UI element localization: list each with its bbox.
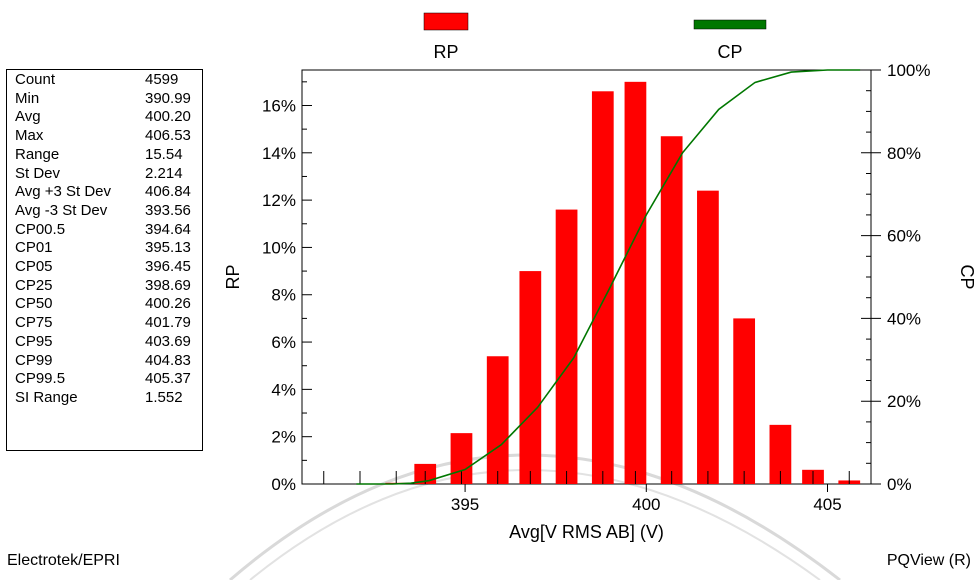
y-tick-label: 2% [271,428,296,447]
stat-value: 396.45 [145,258,191,276]
stat-value: 403.69 [145,332,191,350]
stat-label: CP00.5 [15,220,66,238]
y-tick-label: 10% [262,238,296,257]
stat-row: Avg -3 St Dev 393.56 [15,202,202,221]
stat-row: CP01 395.13 [15,239,202,258]
bar [660,136,683,485]
stat-label: CP75 [15,314,53,332]
stat-row: CP25 398.69 [15,277,202,296]
stat-label: CP05 [15,258,53,276]
stat-value: 393.56 [145,201,191,219]
stat-label: CP99 [15,351,53,369]
bar [555,209,578,484]
stat-row: CP50 400.26 [15,295,202,314]
stat-value: 390.99 [145,89,191,107]
legend-rp-swatch [423,12,469,31]
stat-value: 406.53 [145,127,191,145]
stat-label: CP01 [15,239,53,257]
y-tick-label: 14% [262,144,296,163]
x-tick-label: 395 [451,495,479,514]
y2-tick-label: 100% [887,61,930,80]
cp-line [356,69,861,485]
bar [697,190,719,484]
y2-tick-label: 20% [887,392,921,411]
stat-value: 2.214 [145,164,183,182]
stat-value: 400.26 [145,295,191,313]
footer-right-text: PQView (R) [886,552,971,569]
stat-row: Avg 400.20 [15,108,202,127]
stat-row: CP95 403.69 [15,333,202,352]
stat-label: Count [15,71,56,88]
x-axis-label: Avg[V RMS AB] (V) [509,522,664,542]
stat-label: Avg +3 St Dev [15,183,112,201]
y2-tick-label: 0% [887,475,912,494]
stat-row: SI Range 1.552 [15,389,202,408]
stat-row: Avg +3 St Dev 406.84 [15,183,202,202]
statistics-table: Count 4599 Min 390.99 Avg 400.20 Max 406.53 Rang… [6,69,203,451]
bar [769,424,792,484]
stat-label: SI Range [15,388,78,406]
stat-value: 394.64 [145,220,191,238]
legend-cp-label: CP [717,42,742,62]
stat-row: CP99.5 405.37 [15,370,202,389]
stat-row: CP99 404.83 [15,352,202,371]
y-axis-label: RP [223,264,243,289]
stat-label: Avg [15,108,41,126]
stat-value: 400.20 [145,108,191,126]
stat-label: Range [15,145,60,163]
stat-row: CP05 396.45 [15,258,202,277]
stat-label: CP50 [15,295,53,313]
bar [733,318,756,484]
y2-tick-label: 60% [887,227,921,246]
y-tick-label: 0% [271,475,296,494]
stat-value: 4599 [145,71,179,88]
stat-label: St Dev [15,164,61,182]
bar [624,81,647,484]
y2-axis-label: CP [957,264,977,289]
stat-value: 398.69 [145,276,191,294]
stat-label: CP95 [15,332,53,350]
bar [486,356,509,484]
bar [519,271,542,484]
stat-row: Count 4599 [15,71,202,90]
stat-row: Min 390.99 [15,90,202,109]
stat-value: 404.83 [145,351,191,369]
stat-label: Max [15,127,44,145]
legend-cp-swatch [693,19,767,30]
x-tick-label: 405 [813,495,841,514]
stat-value: 406.84 [145,183,191,201]
y-tick-label: 12% [262,191,296,210]
bar [591,91,614,484]
plot-frame [301,69,872,485]
y2-tick-label: 80% [887,144,921,163]
stat-row: Max 406.53 [15,127,202,146]
x-tick-label: 400 [632,495,660,514]
y-tick-label: 4% [271,380,296,399]
stat-label: CP25 [15,276,53,294]
stat-value: 395.13 [145,239,191,257]
stat-row: Range 15.54 [15,146,202,165]
y2-tick-label: 40% [887,309,921,328]
stat-value: 405.37 [145,370,191,388]
bar [450,433,473,484]
stat-label: Avg -3 St Dev [15,201,108,219]
stat-label: CP99.5 [15,370,66,388]
stat-value: 15.54 [145,145,183,163]
stat-row: CP75 401.79 [15,314,202,333]
stat-value: 401.79 [145,314,191,332]
stat-value: 1.552 [145,388,183,406]
y-tick-label: 6% [271,333,296,352]
legend-rp-label: RP [433,42,458,62]
y-tick-label: 16% [262,96,296,115]
y-tick-label: 8% [271,286,296,305]
stat-row: CP00.5 394.64 [15,221,202,240]
footer-left-text: Electrotek/EPRI [7,552,120,569]
stat-label: Min [15,89,40,107]
stat-row: St Dev 2.214 [15,165,202,184]
